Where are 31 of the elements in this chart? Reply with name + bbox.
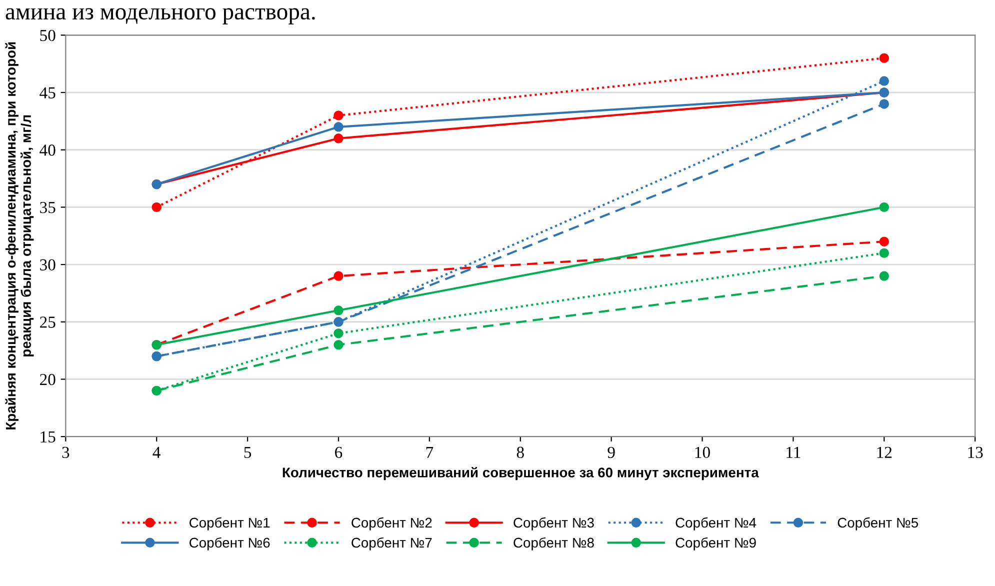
legend-label: Сорбент №6 [190, 537, 270, 550]
y-tick-label: 20 [40, 374, 56, 386]
x-tick-label: 8 [516, 446, 524, 458]
y-tick-label: 45 [40, 87, 56, 98]
x-tick-label: 5 [244, 446, 252, 458]
y-tick-label: 50 [40, 30, 56, 42]
y-tick-label: 30 [40, 259, 56, 270]
legend-label: Сорбент №5 [838, 517, 918, 530]
x-tick-label: 10 [695, 446, 710, 458]
x-tick-label: 9 [608, 446, 615, 458]
x-tick-label: 3 [62, 446, 70, 458]
x-tick-label: 12 [877, 446, 892, 458]
x-tick-label: 7 [426, 446, 434, 458]
text: амина из модельного раствора. [6, 8, 315, 24]
y-tick-label: 25 [40, 316, 56, 328]
legend-label: Сорбент №3 [514, 517, 594, 530]
legend-label: Сорбент №7 [352, 537, 432, 550]
legend-label: Сорбент №2 [352, 517, 432, 530]
x-axis-title: Количество перемешиваний совершенное за 60 минут эксперимента [282, 466, 759, 480]
x-tick-label: 13 [968, 446, 983, 458]
x-tick-label: 4 [152, 446, 161, 458]
y-tick-label: 15 [40, 431, 56, 443]
legend-label: Сорбент №4 [676, 517, 756, 530]
legend-label: Сорбент №1 [190, 517, 270, 530]
y-tick-label: 35 [40, 202, 56, 214]
x-tick-label: 11 [786, 446, 800, 458]
y-axis-title: Крайняя концентрация о-фенилендиамина, при которой реакция была отрицательной, мг/л [5, 42, 34, 430]
legend-label: Сорбент №8 [514, 537, 594, 550]
x-tick-label: 6 [335, 446, 342, 458]
legend-label: Сорбент №9 [676, 537, 756, 550]
y-tick-label: 40 [40, 144, 56, 156]
